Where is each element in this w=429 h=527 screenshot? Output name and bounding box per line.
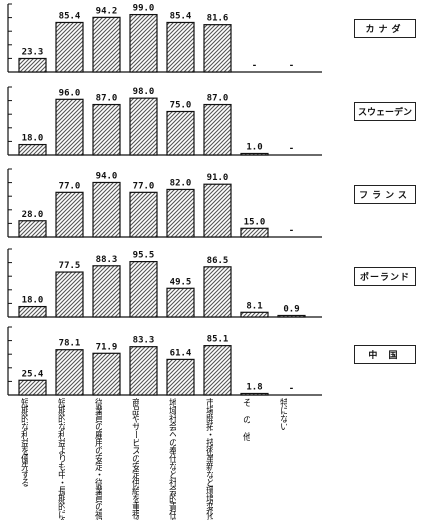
bar	[166, 287, 195, 318]
bar	[240, 311, 269, 318]
bar	[277, 314, 306, 318]
bar	[240, 227, 269, 238]
data-label: -	[289, 384, 294, 394]
data-label: 87.0	[96, 94, 118, 104]
category-label-none: 特にない	[278, 398, 287, 430]
legend-poland: ポーランド	[354, 267, 416, 286]
bar	[240, 392, 269, 396]
data-label: 83.3	[133, 336, 155, 346]
data-label: 91.0	[207, 173, 229, 183]
data-label: 75.0	[170, 101, 192, 111]
category-label-stable-supply: 商品やサービスの安定供給を重視する	[130, 398, 139, 520]
bar	[129, 346, 158, 396]
bar	[240, 152, 269, 156]
bar	[166, 110, 195, 156]
category-label-employee-welfare: 従業員の雇用の安定・従業員の福祉の向上を図る	[93, 398, 102, 520]
bar	[55, 349, 84, 396]
data-label: 1.8	[246, 383, 262, 393]
data-label: 15.0	[244, 217, 266, 227]
data-label: 1.0	[246, 143, 262, 153]
category-label-other: そ の 他	[241, 398, 250, 440]
bar	[92, 352, 121, 396]
legend-sweden: スウェーデン	[354, 102, 416, 121]
bar	[203, 266, 232, 318]
data-label: 71.9	[96, 342, 118, 352]
data-label: 94.2	[96, 6, 118, 16]
data-label: 96.0	[59, 88, 81, 98]
data-label: 98.0	[133, 87, 155, 97]
data-label: 78.1	[59, 339, 81, 349]
data-label: 88.3	[96, 255, 118, 265]
category-label-short-term-profit: 短期的な利益を優先する	[19, 398, 28, 486]
data-label: -	[289, 226, 294, 236]
bar	[92, 265, 121, 318]
data-label: 81.6	[207, 14, 229, 24]
data-label: 77.0	[59, 181, 81, 191]
data-label: 25.4	[22, 369, 44, 379]
bar	[166, 358, 195, 396]
bar	[203, 183, 232, 238]
data-label: 77.5	[59, 261, 81, 271]
data-label: 87.0	[207, 94, 229, 104]
data-label: 0.9	[283, 305, 299, 315]
bar	[129, 13, 158, 73]
bar	[18, 57, 47, 73]
bar	[166, 21, 195, 73]
category-label-social-responsibility: 地域社会への奉仕など社会的責任を果たす	[167, 398, 176, 520]
bar	[18, 379, 47, 396]
data-label: 49.5	[170, 277, 192, 287]
bar	[18, 220, 47, 238]
category-label-long-term-growth: 短期的な利益よりも中・長期的に企業成長を確保する	[56, 398, 65, 520]
data-label: 23.3	[22, 47, 44, 57]
data-label: -	[252, 61, 257, 71]
bar	[129, 191, 158, 238]
data-label: 95.5	[133, 251, 155, 261]
bar	[55, 191, 84, 238]
data-label: -	[289, 61, 294, 71]
bar	[55, 271, 84, 318]
bar	[92, 103, 121, 156]
bar	[55, 21, 84, 73]
bar	[92, 181, 121, 238]
bar	[129, 97, 158, 156]
bar	[129, 261, 158, 318]
bar	[203, 345, 232, 396]
category-label-environment-change: 市場開拓・技術革新など環境変化に対応する	[204, 398, 213, 520]
legend-france: フランス	[354, 185, 416, 204]
data-label: 85.4	[59, 11, 81, 21]
data-label: 61.4	[170, 348, 192, 358]
data-label: -	[289, 144, 294, 154]
data-label: 28.0	[22, 210, 44, 220]
data-label: 99.0	[133, 4, 155, 14]
bar	[203, 24, 232, 73]
legend-china: 中 国	[354, 345, 416, 364]
data-label: 82.0	[170, 178, 192, 188]
bar	[18, 305, 47, 318]
data-label: 18.0	[22, 134, 44, 144]
data-label: 85.4	[170, 11, 192, 21]
bar	[92, 16, 121, 73]
bar	[18, 143, 47, 156]
bar	[203, 103, 232, 156]
bar	[55, 98, 84, 156]
data-label: 85.1	[207, 335, 229, 345]
bar	[166, 188, 195, 238]
legend-canada: カナダ	[354, 19, 416, 38]
data-label: 18.0	[22, 296, 44, 306]
data-label: 94.0	[96, 171, 118, 181]
data-label: 8.1	[246, 301, 262, 311]
data-label: 77.0	[133, 181, 155, 191]
data-label: 86.5	[207, 256, 229, 266]
